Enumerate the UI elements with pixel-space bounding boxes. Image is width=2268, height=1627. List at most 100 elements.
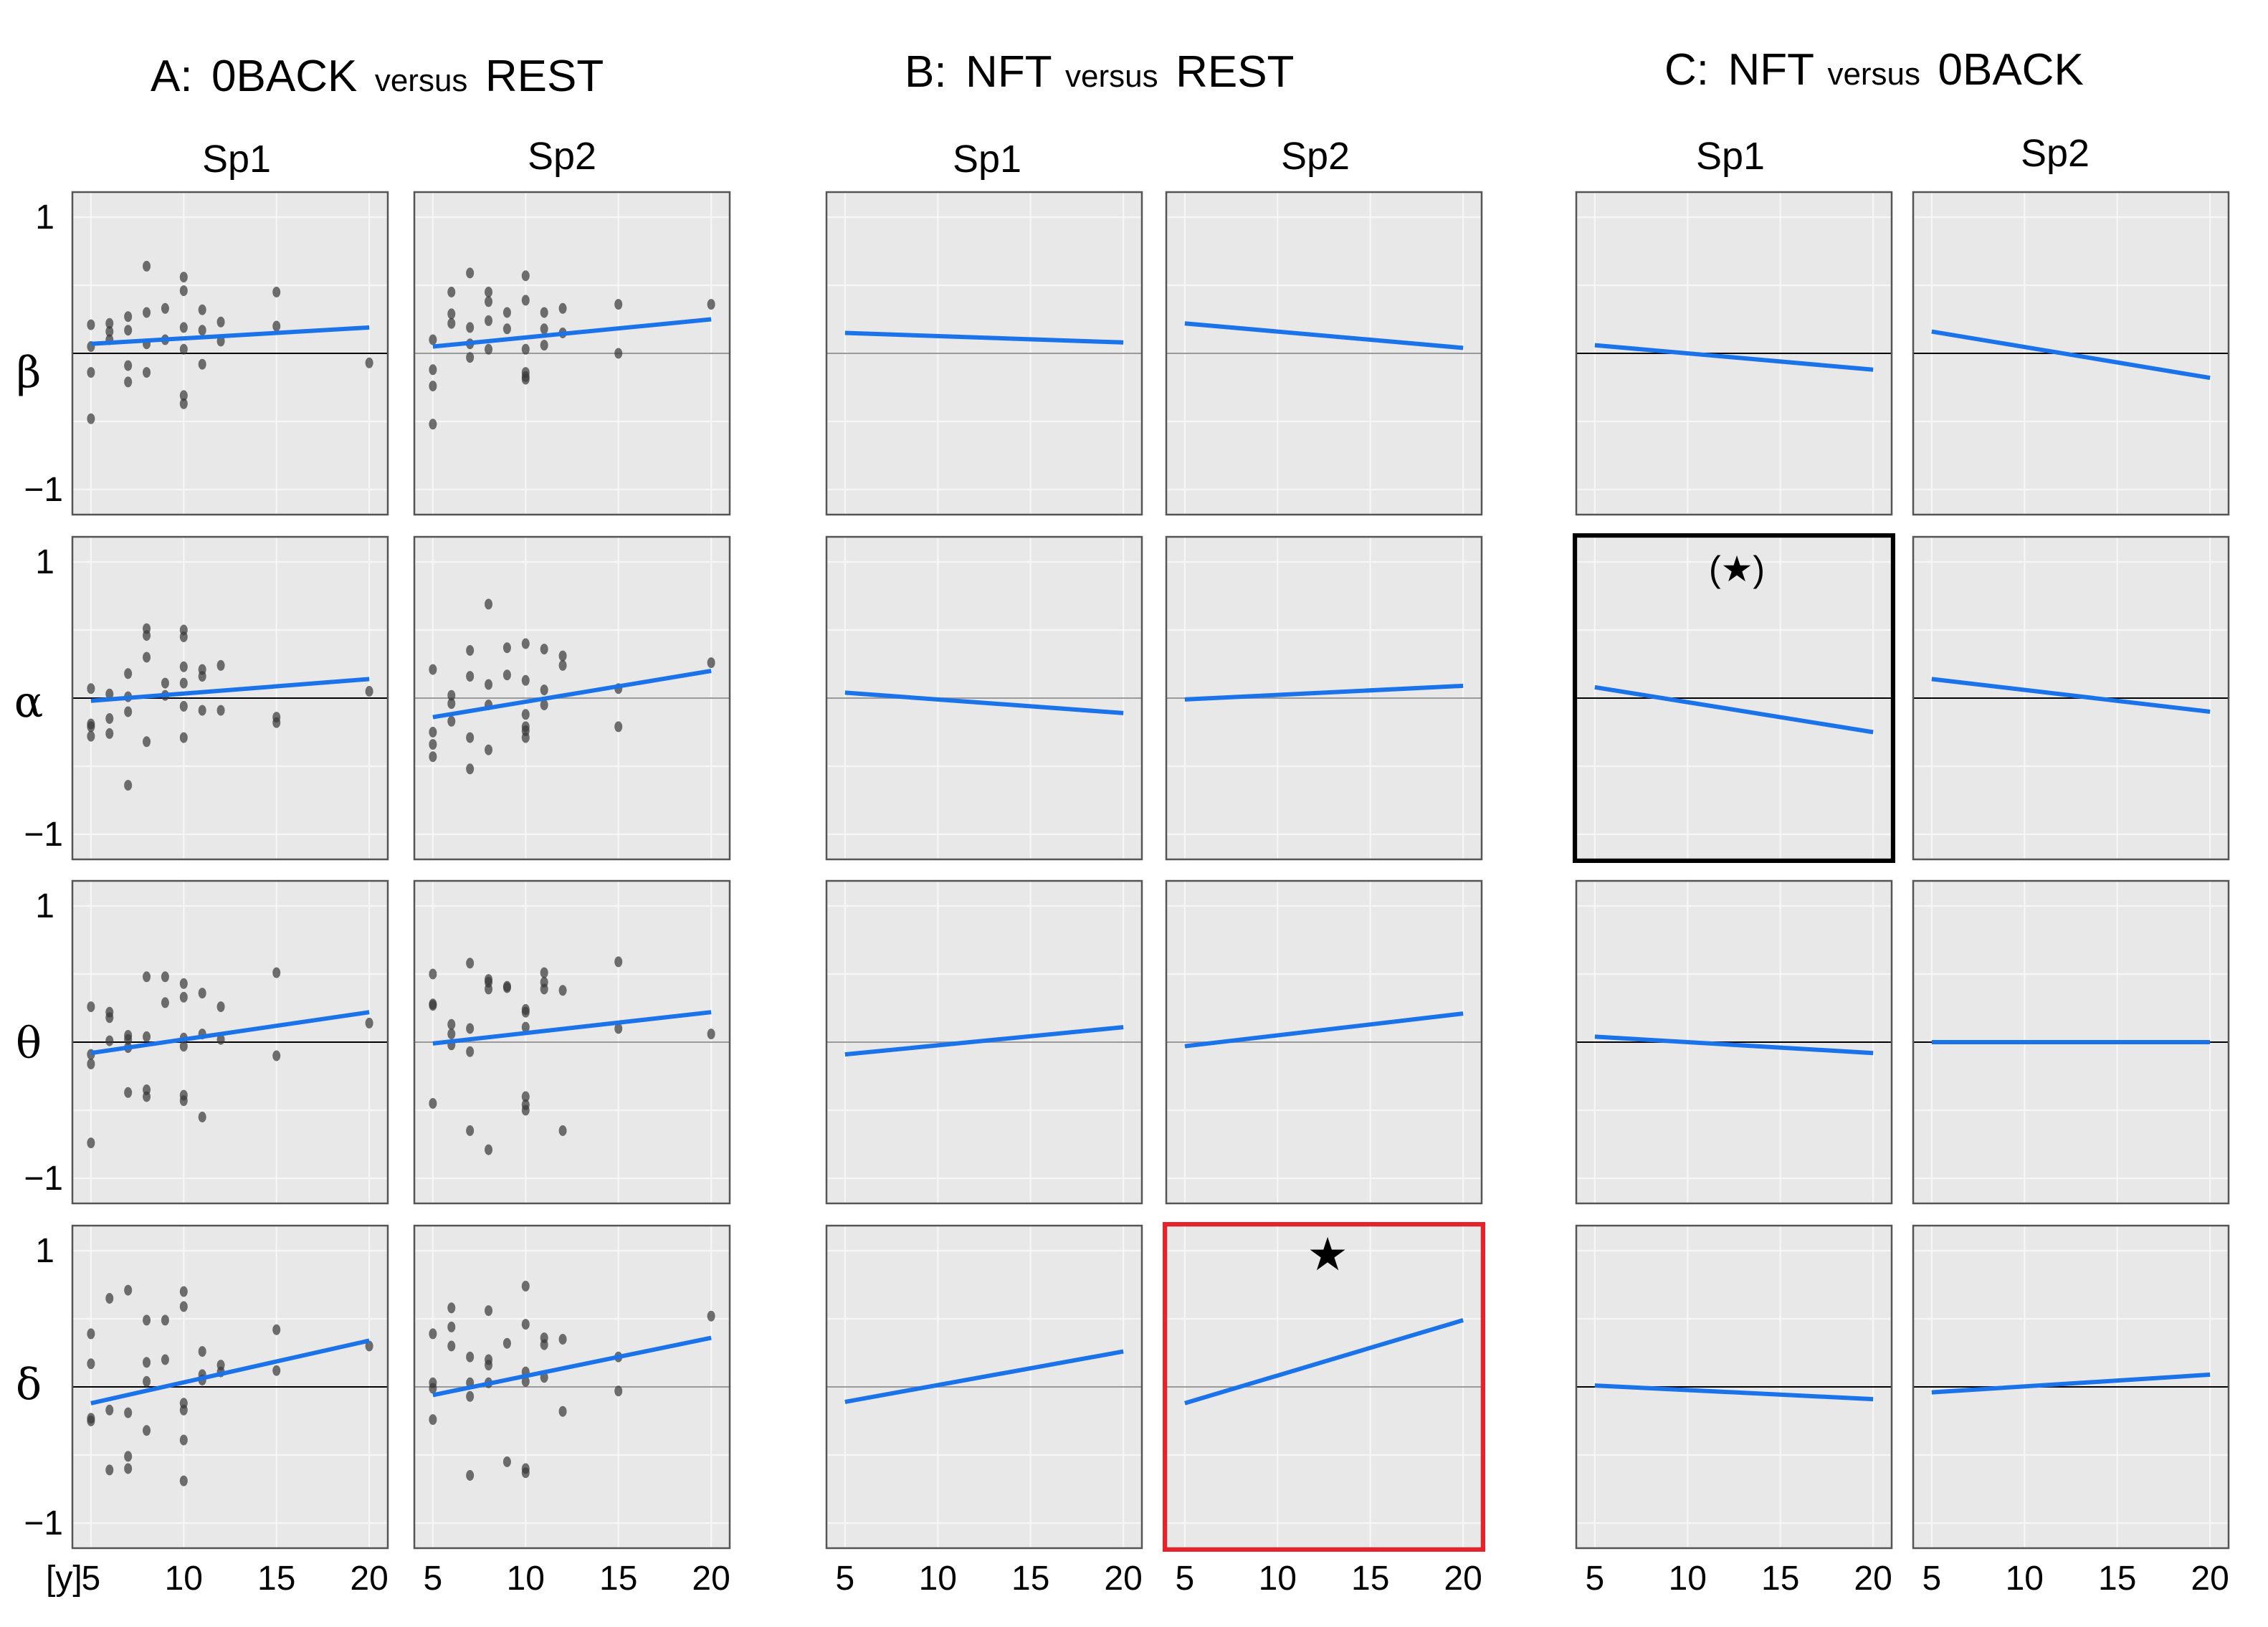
data-point [485, 1144, 493, 1155]
panel-frame [1912, 535, 2230, 861]
data-point [105, 713, 114, 724]
data-point [521, 725, 530, 737]
data-point [485, 976, 493, 988]
data-point [365, 1340, 373, 1352]
data-point [429, 739, 437, 750]
data-point [521, 1104, 530, 1116]
regression-line [432, 1335, 712, 1398]
data-point [521, 1467, 530, 1479]
col-label-a-sp1: Sp1 [202, 138, 271, 181]
regression-line [844, 690, 1124, 715]
data-point [502, 1337, 511, 1349]
panel-frame [71, 191, 389, 516]
data-point [466, 763, 475, 775]
panel-frame [413, 1224, 731, 1550]
regression-line [90, 1338, 370, 1406]
data-point [521, 1280, 530, 1292]
panel-frame [1912, 1224, 2230, 1550]
data-point [179, 978, 188, 989]
y-tick-labels: 1 −1 1 −1 1 −1 1 −1 [24, 199, 63, 1542]
panel-a-sp1-theta [71, 879, 389, 1205]
data-point [216, 1360, 225, 1371]
panel-frame [413, 535, 731, 861]
data-point [143, 1357, 151, 1368]
x-tick-label: 5 [836, 1560, 855, 1598]
data-point [87, 1137, 95, 1149]
data-point [447, 308, 456, 320]
data-point [707, 657, 715, 669]
panel-frame [1575, 191, 1893, 516]
significance-star: ★ [1307, 1228, 1348, 1280]
data-point [143, 736, 151, 748]
panel-c-sp1-beta [1575, 191, 1893, 516]
group-a-left: 0BACK [211, 52, 357, 101]
data-point [502, 669, 511, 681]
group-c-title: C: NFT versus 0BACK [1664, 45, 2084, 95]
data-point [198, 304, 206, 315]
x-tick-label: 20 [1104, 1560, 1142, 1598]
regression-line [432, 317, 712, 349]
data-point [540, 700, 548, 710]
x-tick-label: 10 [1669, 1560, 1707, 1598]
group-c-prefix: C: [1664, 45, 1709, 95]
data-point [485, 343, 493, 355]
panel-frame [1912, 191, 2230, 516]
data-point [466, 322, 475, 333]
col-label-a-sp2: Sp2 [528, 135, 596, 178]
panel-b-sp2-delta [1165, 1224, 1483, 1550]
x-tick-labels: 5 10 15 20 5 10 15 20 5 10 15 20 5 10 15 20 5 10 15 20 5 10 15… [46, 1560, 2229, 1598]
panel-a-sp2-theta [413, 879, 731, 1205]
data-point [105, 1464, 114, 1476]
y-tick-label: −1 [24, 816, 63, 854]
regression-line [432, 669, 712, 720]
data-point [429, 968, 437, 980]
data-point [485, 598, 493, 610]
data-point [502, 981, 511, 992]
panel-b-sp2-alpha [1165, 535, 1483, 861]
panel-c-sp2-theta [1912, 879, 2230, 1205]
regression-line [1184, 321, 1464, 350]
data-point [179, 661, 188, 672]
x-tick-label: 20 [350, 1560, 388, 1598]
data-point [179, 700, 188, 712]
data-point [558, 1125, 567, 1136]
data-point [216, 659, 225, 671]
data-point [272, 1365, 281, 1376]
data-point [707, 1029, 715, 1040]
data-point [521, 1319, 530, 1330]
y-tick-label: 1 [35, 1232, 54, 1270]
data-point [485, 1360, 493, 1371]
regression-line [90, 677, 370, 703]
data-point [521, 270, 530, 282]
regression-line [1184, 683, 1464, 702]
data-point [161, 302, 169, 314]
x-tick-label: 20 [1444, 1560, 1482, 1598]
x-tick-label: 15 [1761, 1560, 1799, 1598]
data-point [124, 1030, 133, 1041]
data-point [558, 1334, 567, 1345]
data-point [485, 315, 493, 326]
group-b-mid: versus [1065, 59, 1158, 94]
data-point [87, 1328, 95, 1340]
data-point [521, 1003, 530, 1015]
row-label-alpha: α [14, 677, 44, 727]
x-tick-label: 20 [692, 1560, 730, 1598]
data-point [105, 1035, 114, 1046]
x-tick-label: 15 [2098, 1560, 2136, 1598]
data-point [216, 1034, 225, 1045]
panel-c-sp2-alpha [1912, 535, 2230, 861]
data-point [614, 1385, 623, 1397]
x-tick-label: 20 [1854, 1560, 1892, 1598]
data-point [558, 659, 567, 671]
panel-frame [825, 1224, 1143, 1550]
panel-b-sp2-theta [1165, 879, 1483, 1205]
data-point [105, 688, 114, 700]
panel-a-sp1-delta [71, 1224, 389, 1550]
data-point [466, 1023, 475, 1034]
data-point [87, 413, 95, 424]
data-point [614, 348, 623, 359]
panel-frame [825, 535, 1143, 861]
data-point [124, 1284, 133, 1296]
data-point [466, 671, 475, 682]
